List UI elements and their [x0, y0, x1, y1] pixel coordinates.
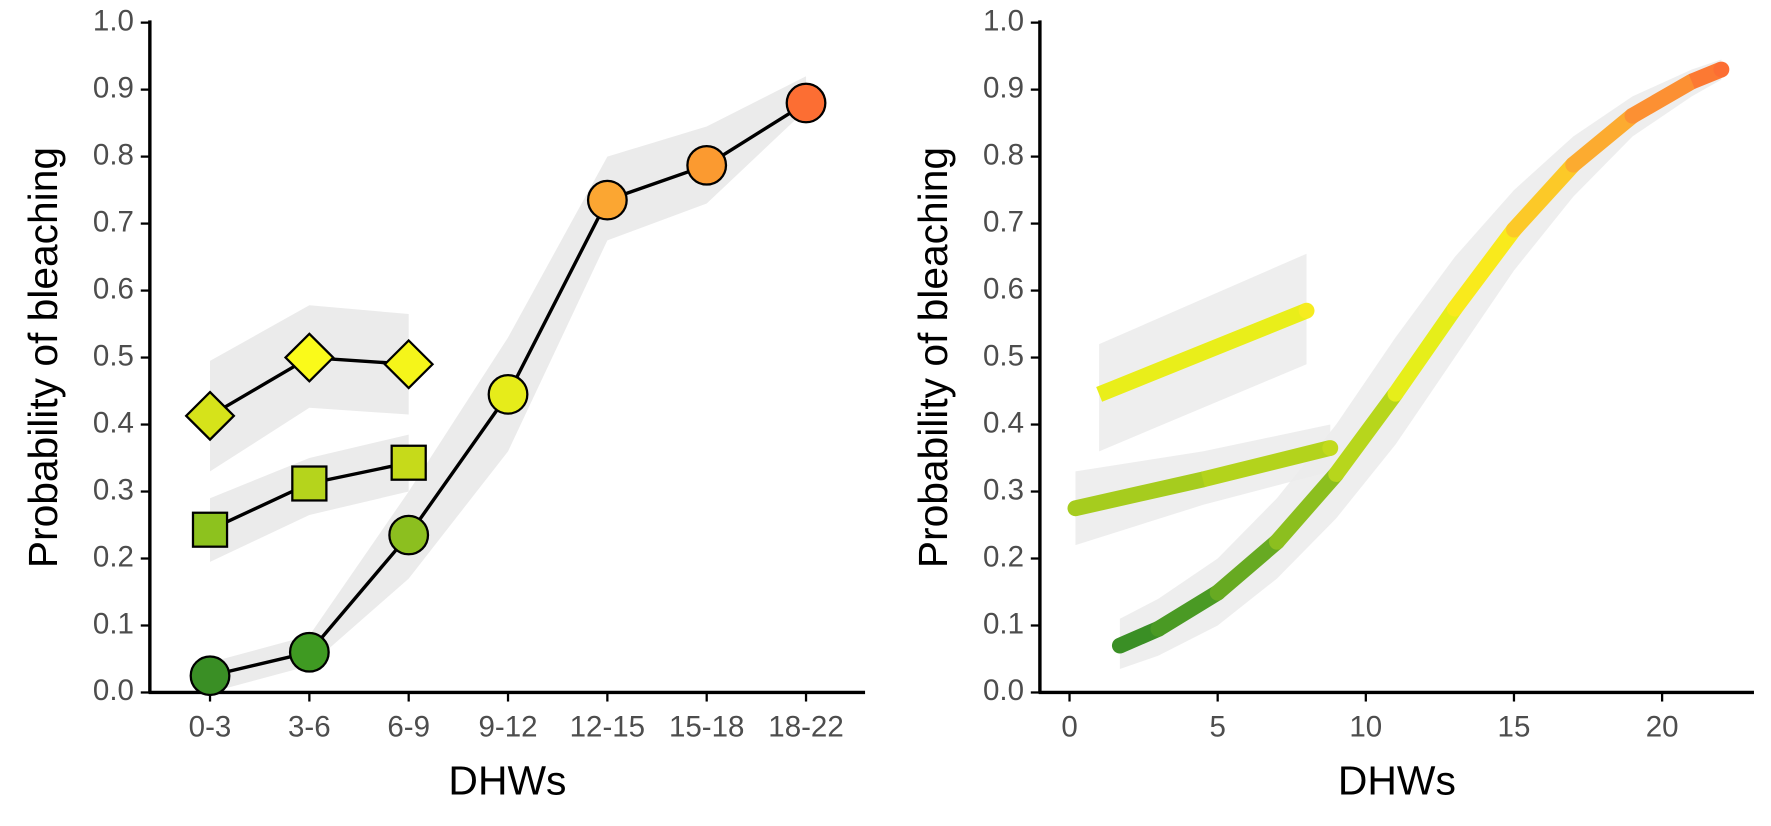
x-tick-label: 3-6: [288, 711, 331, 744]
curve-segment: [1328, 385, 1404, 483]
x-tick-label: 18-22: [768, 711, 843, 744]
x-tick-label: 15: [1498, 711, 1531, 744]
x-axis-title: DHWs: [1338, 757, 1456, 803]
curve-end: [1322, 440, 1339, 456]
point: [191, 511, 229, 548]
y-tick-label: 0.4: [983, 406, 1024, 439]
y-tick-label: 0.7: [93, 205, 134, 238]
curve-segment: [1268, 466, 1345, 550]
y-tick-label: 1.0: [93, 4, 134, 37]
y-tick-label: 0.9: [983, 71, 1024, 104]
curve-segment: [1067, 471, 1211, 517]
y-tick-label: 0.2: [93, 540, 134, 573]
y-tick-label: 0.3: [93, 473, 134, 506]
y-tick-label: 0.8: [93, 138, 134, 171]
y-tick-label: 0.7: [983, 205, 1024, 238]
curve-segment: [1446, 221, 1522, 317]
point: [785, 82, 827, 124]
curve-end: [1713, 61, 1730, 78]
point: [686, 144, 728, 186]
y-tick-label: 0.2: [983, 540, 1024, 573]
curve-segment: [1200, 440, 1333, 488]
x-tick-label: 0: [1061, 711, 1077, 744]
y-tick-label: 0.1: [983, 607, 1024, 640]
curve-segment: [1096, 303, 1310, 402]
x-tick-label: 12-15: [570, 711, 645, 744]
y-tick-label: 0.4: [93, 406, 134, 439]
curve-segment: [1150, 584, 1226, 637]
curve-segment: [1209, 533, 1285, 601]
y-tick-label: 0.0: [93, 674, 134, 707]
y-tick-label: 0.0: [983, 674, 1024, 707]
curve-segment: [1387, 300, 1463, 402]
y-tick-label: 0.5: [983, 339, 1024, 372]
y-axis-title: Probability of bleaching: [910, 147, 956, 568]
x-tick-label: 0-3: [189, 711, 232, 744]
y-tick-label: 0.8: [983, 138, 1024, 171]
point: [383, 338, 435, 390]
x-tick-label: 20: [1646, 711, 1679, 744]
point: [291, 465, 328, 502]
y-tick-label: 0.6: [983, 272, 1024, 305]
point: [586, 179, 628, 221]
y-tick-label: 1.0: [983, 4, 1024, 37]
point: [388, 514, 430, 556]
x-tick-label: 5: [1209, 711, 1225, 744]
y-tick-label: 0.9: [93, 71, 134, 104]
curve-segment: [1506, 156, 1582, 238]
point: [288, 631, 330, 673]
point: [283, 332, 335, 383]
y-tick-label: 0.5: [93, 339, 134, 372]
y-axis-title: Probability of bleaching: [20, 147, 66, 568]
point: [189, 655, 231, 697]
y-tick-label: 0.3: [983, 473, 1024, 506]
y-tick-label: 0.1: [93, 607, 134, 640]
point: [390, 444, 427, 481]
x-axis-title: DHWs: [448, 757, 566, 803]
point: [184, 390, 236, 442]
curve-end: [1298, 302, 1315, 319]
x-tick-label: 6-9: [387, 711, 430, 744]
point: [487, 374, 529, 415]
x-tick-label: 9-12: [479, 711, 538, 744]
y-tick-label: 0.6: [93, 272, 134, 305]
x-tick-label: 10: [1349, 711, 1382, 744]
curve-segment: [1624, 73, 1700, 124]
curve-segment: [1565, 107, 1641, 173]
x-tick-label: 15-18: [669, 711, 744, 744]
confidence-band: [210, 305, 409, 472]
